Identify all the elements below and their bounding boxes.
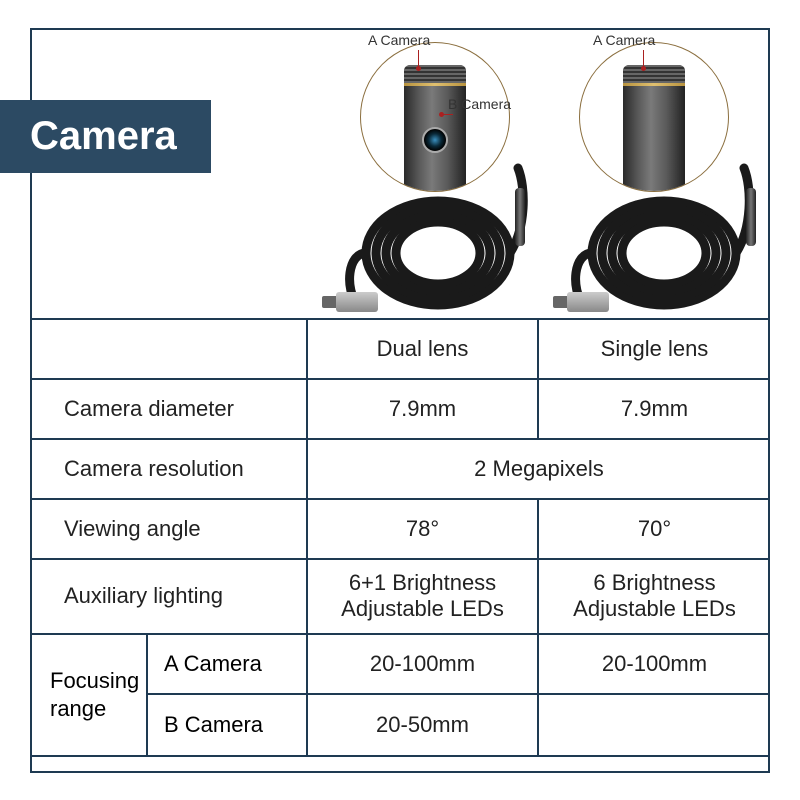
focus-row-a: A Camera 20-100mm 20-100mm (148, 635, 770, 695)
cable-single (539, 158, 770, 318)
diagram-single: A Camera (539, 30, 770, 318)
diagram-dual: A Camera B Camera (308, 30, 539, 318)
section-badge: Camera (0, 100, 211, 173)
label-diameter: Camera diameter (30, 380, 308, 438)
row-resolution: Camera resolution 2 Megapixels (30, 440, 770, 500)
label-resolution: Camera resolution (30, 440, 308, 498)
usb-plug-icon (567, 292, 609, 312)
callout-a-camera-dual: A Camera (368, 32, 430, 48)
diameter-dual: 7.9mm (308, 380, 539, 438)
angle-dual: 78° (308, 500, 539, 558)
focus-b-label: B Camera (148, 695, 308, 755)
label-lighting: Auxiliary lighting (30, 560, 308, 633)
b-camera-lens-icon (422, 127, 448, 153)
label-focus: Focusing range (30, 635, 148, 755)
focus-b-dual: 20-50mm (308, 695, 539, 755)
lighting-dual: 6+1 Brightness Adjustable LEDs (308, 560, 539, 633)
focus-row-b: B Camera 20-50mm (148, 695, 770, 755)
resolution-merged: 2 Megapixels (308, 440, 770, 498)
header-single: Single lens (539, 320, 770, 378)
row-lighting: Auxiliary lighting 6+1 Brightness Adjust… (30, 560, 770, 635)
diameter-single: 7.9mm (539, 380, 770, 438)
focus-a-label: A Camera (148, 635, 308, 693)
probe-tip-icon (515, 188, 525, 246)
row-diameter: Camera diameter 7.9mm 7.9mm (30, 380, 770, 440)
probe-tip-icon (746, 188, 756, 246)
callout-a-camera-single: A Camera (593, 32, 655, 48)
callout-b-camera-dual: B Camera (448, 96, 511, 112)
row-focus: Focusing range A Camera 20-100mm 20-100m… (30, 635, 770, 757)
usb-plug-icon (336, 292, 378, 312)
header-dual: Dual lens (308, 320, 539, 378)
lighting-single: 6 Brightness Adjustable LEDs (539, 560, 770, 633)
diagram-row: A Camera B Camera (30, 30, 770, 318)
focus-a-dual: 20-100mm (308, 635, 539, 693)
row-angle: Viewing angle 78° 70° (30, 500, 770, 560)
focus-b-single (539, 695, 770, 755)
header-empty (30, 320, 308, 378)
angle-single: 70° (539, 500, 770, 558)
label-angle: Viewing angle (30, 500, 308, 558)
spec-table: Dual lens Single lens Camera diameter 7.… (30, 318, 770, 757)
focus-a-single: 20-100mm (539, 635, 770, 693)
cable-dual (308, 158, 539, 318)
table-header-row: Dual lens Single lens (30, 320, 770, 380)
